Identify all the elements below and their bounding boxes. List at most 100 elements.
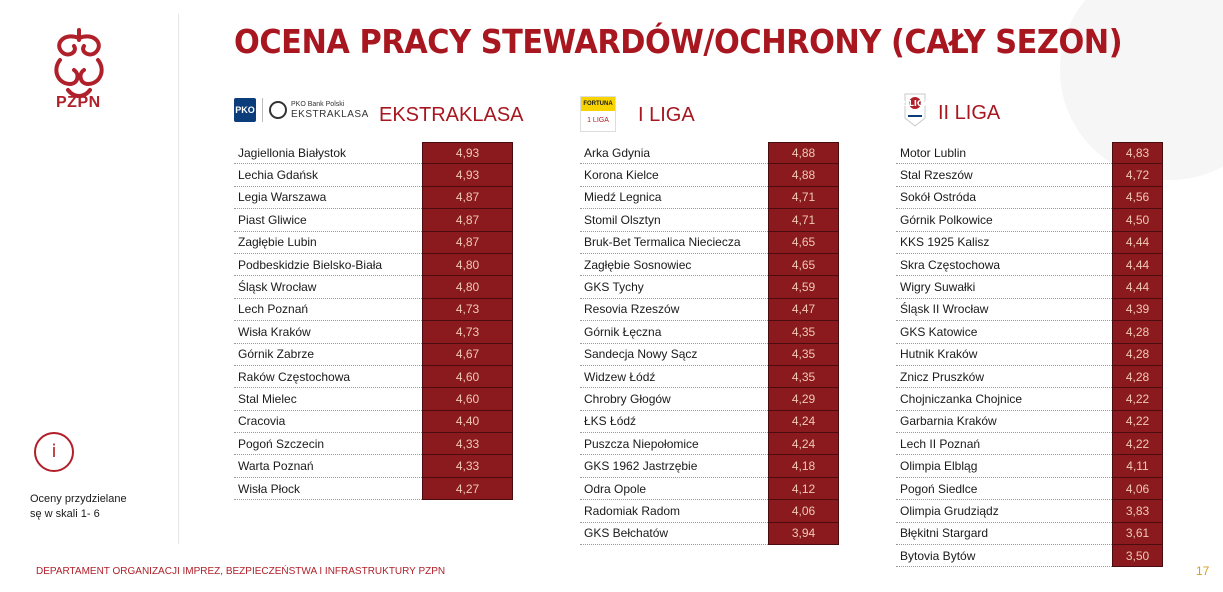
- rating-score: 4,35: [768, 321, 839, 344]
- table-row: Wisła Płock 4,27: [234, 477, 513, 501]
- table-row: GKS Katowice 4,28: [896, 321, 1163, 344]
- rating-score: 4,71: [768, 209, 839, 232]
- league-label: EKSTRAKLASA: [379, 104, 524, 126]
- team-name: GKS Bełchatów: [580, 523, 768, 546]
- team-name: Górnik Polkowice: [896, 209, 1112, 232]
- rating-score: 3,61: [1112, 522, 1163, 546]
- team-name: Śląsk II Wrocław: [896, 299, 1112, 322]
- team-name: Lechia Gdańsk: [234, 164, 422, 187]
- team-name: Zagłębie Lubin: [234, 232, 422, 254]
- page-number: 17: [1196, 564, 1210, 578]
- table-row: Hutnik Kraków 4,28: [896, 343, 1163, 366]
- ekstraklasa-logo-text: EKSTRAKLASA: [291, 109, 369, 120]
- rating-score: 4,28: [1112, 343, 1163, 366]
- league-header: 2 LIGA II LIGA: [896, 90, 1166, 142]
- ball-icon: [269, 101, 287, 119]
- footer-department: DEPARTAMENT ORGANIZACJI IMPREZ, BEZPIECZ…: [36, 566, 446, 577]
- team-name: Błękitni Stargard: [896, 523, 1112, 546]
- rating-score: 4,28: [1112, 365, 1163, 389]
- pzpn-logo-text: PZPN: [56, 94, 101, 111]
- team-name: Motor Lublin: [896, 142, 1112, 165]
- table-row: Lech II Poznań 4,22: [896, 433, 1163, 456]
- league-header: FORTUNA 1 LIGA I LIGA: [580, 90, 840, 142]
- table-row: Podbeskidzie Bielsko-Biała 4,80: [234, 253, 513, 277]
- rating-score: 4,44: [1112, 253, 1163, 277]
- table-row: KKS 1925 Kalisz 4,44: [896, 231, 1163, 254]
- rating-score: 3,50: [1112, 545, 1163, 568]
- team-name: Wisła Płock: [234, 478, 422, 501]
- table-row: Skra Częstochowa 4,44: [896, 253, 1163, 277]
- rating-score: 4,72: [1112, 164, 1163, 187]
- ii-liga-logo: 2 LIGA: [902, 93, 928, 127]
- team-name: Hutnik Kraków: [896, 344, 1112, 366]
- team-name: Olimpia Grudziądz: [896, 500, 1112, 523]
- table-row: Arka Gdynia 4,88: [580, 142, 839, 165]
- table-row: Bytovia Bytów 3,50: [896, 545, 1163, 568]
- ekstraklasa-wordmark: PKO Bank Polski EKSTRAKLASA: [291, 100, 369, 120]
- table-row: Piast Gliwice 4,87: [234, 209, 513, 232]
- team-name: Odra Opole: [580, 478, 768, 501]
- rating-score: 4,22: [1112, 410, 1163, 434]
- rating-score: 4,22: [1112, 388, 1163, 411]
- table-row: Olimpia Elbląg 4,11: [896, 455, 1163, 478]
- table-row: Legia Warszawa 4,87: [234, 186, 513, 210]
- team-name: Stal Mielec: [234, 388, 422, 411]
- team-name: Znicz Pruszków: [896, 366, 1112, 389]
- table-row: ŁKS Łódź 4,24: [580, 410, 839, 434]
- team-name: Warta Poznań: [234, 455, 422, 478]
- team-name: Wigry Suwałki: [896, 276, 1112, 299]
- info-icon[interactable]: i: [34, 432, 74, 472]
- info-note-line-1: Oceny przydzielane: [30, 493, 127, 505]
- rating-score: 4,65: [768, 231, 839, 254]
- table-row: Bruk-Bet Termalica Nieciecza 4,65: [580, 231, 839, 254]
- league-header: PKO PKO Bank Polski EKSTRAKLASA EKSTRAKL…: [234, 90, 524, 142]
- rating-score: 4,40: [422, 410, 513, 434]
- ekstraklasa-logo: PKO PKO Bank Polski EKSTRAKLASA: [234, 98, 369, 122]
- team-name: Sokół Ostróda: [896, 187, 1112, 210]
- table-row: Pogoń Siedlce 4,06: [896, 477, 1163, 501]
- rating-score: 4,60: [422, 388, 513, 411]
- info-note-line-2: sę w skali 1- 6: [30, 508, 100, 520]
- ranking-table: Jagiellonia Białystok 4,93 Lechia Gdańsk 4,…: [234, 142, 513, 501]
- rating-score: 4,67: [422, 343, 513, 366]
- table-row: Widzew Łódź 4,35: [580, 365, 839, 389]
- team-name: Resovia Rzeszów: [580, 299, 768, 322]
- rating-score: 4,33: [422, 433, 513, 456]
- rating-score: 4,93: [422, 164, 513, 187]
- table-row: Sokół Ostróda 4,56: [896, 186, 1163, 210]
- team-name: Lech Poznań: [234, 299, 422, 322]
- table-row: Olimpia Grudziądz 3,83: [896, 500, 1163, 523]
- team-name: Piast Gliwice: [234, 209, 422, 232]
- rating-score: 4,47: [768, 298, 839, 322]
- rating-score: 4,71: [768, 186, 839, 210]
- table-row: Wigry Suwałki 4,44: [896, 276, 1163, 299]
- table-row: Radomiak Radom 4,06: [580, 500, 839, 523]
- team-name: Olimpia Elbląg: [896, 455, 1112, 478]
- table-row: Resovia Rzeszów 4,47: [580, 298, 839, 322]
- sponsor-name: PKO Bank Polski: [291, 101, 345, 108]
- rating-score: 4,88: [768, 142, 839, 165]
- rating-score: 3,94: [768, 522, 839, 546]
- team-name: Śląsk Wrocław: [234, 276, 422, 299]
- table-row: Motor Lublin 4,83: [896, 142, 1163, 165]
- rating-score: 4,35: [768, 343, 839, 366]
- table-row: Stomil Olsztyn 4,71: [580, 209, 839, 232]
- pzpn-eagle-logo: [54, 28, 104, 98]
- team-name: Bruk-Bet Termalica Nieciecza: [580, 232, 768, 254]
- table-row: Miedź Legnica 4,71: [580, 186, 839, 210]
- team-name: Stomil Olsztyn: [580, 209, 768, 232]
- team-name: Garbarnia Kraków: [896, 411, 1112, 434]
- rating-score: 4,87: [422, 231, 513, 254]
- rating-score: 4,27: [422, 477, 513, 501]
- table-row: Górnik Łęczna 4,35: [580, 321, 839, 344]
- rating-score: 4,56: [1112, 186, 1163, 210]
- team-name: Chojniczanka Chojnice: [896, 388, 1112, 411]
- rating-score: 4,06: [768, 500, 839, 523]
- rating-score: 4,87: [422, 209, 513, 232]
- rating-score: 3,83: [1112, 500, 1163, 523]
- rating-score: 4,06: [1112, 477, 1163, 501]
- team-name: Puszcza Niepołomice: [580, 433, 768, 456]
- i-liga-logo-text: 1 LIGA: [587, 117, 609, 124]
- table-row: GKS Bełchatów 3,94: [580, 522, 839, 546]
- table-row: Lech Poznań 4,73: [234, 298, 513, 322]
